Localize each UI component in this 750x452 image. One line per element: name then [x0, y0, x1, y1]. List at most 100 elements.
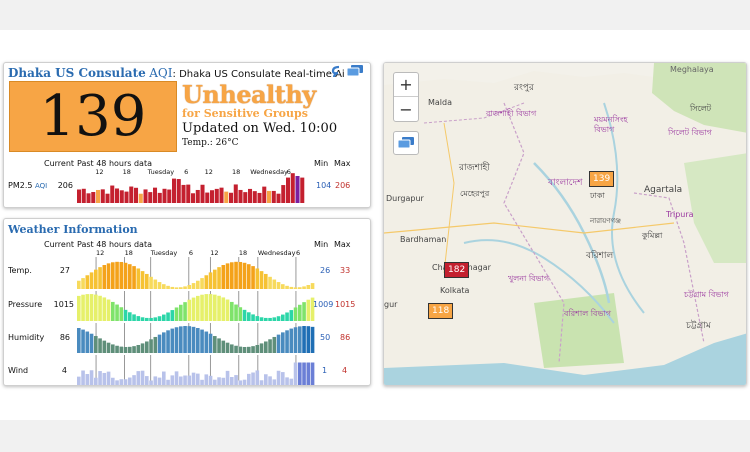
pm25-min: 104 [316, 181, 332, 190]
station-marker-south[interactable]: 118 [428, 303, 454, 319]
bar [179, 287, 183, 289]
temp-sparkline[interactable] [77, 257, 315, 289]
bar [289, 286, 294, 289]
bar [119, 307, 124, 321]
bar [200, 278, 204, 289]
aqi-map[interactable]: Meghalaya Malda রংপুর রাজশাহী বিভাগ ময়ম… [383, 62, 747, 386]
temp-label: Temp. [8, 266, 32, 275]
bar [293, 327, 298, 353]
map-label-chittagong: চট্টগ্রাম [686, 321, 711, 331]
widget-icon[interactable] [347, 65, 364, 77]
bar [162, 371, 166, 385]
station-marker-dhaka[interactable]: 139 [589, 171, 615, 187]
bar [186, 184, 191, 203]
col-past: Past 48 hours data [77, 159, 152, 168]
axis-label: 6 [188, 249, 193, 257]
bar [298, 287, 302, 289]
bar [157, 192, 162, 203]
share-icon[interactable] [331, 65, 341, 78]
pm25-label: PM2.5 AQI [8, 181, 47, 190]
pressure-current: 1015 [53, 300, 74, 309]
map-label-rajshahi-div: রাজশাহী বিভাগ [486, 109, 537, 118]
axis-label: 12 [210, 249, 219, 257]
bar [94, 269, 98, 289]
wind-sparkline[interactable] [77, 355, 315, 385]
bar [124, 191, 129, 203]
bar [310, 283, 315, 289]
bar [247, 264, 251, 289]
bar [234, 375, 238, 385]
bar [229, 192, 234, 203]
station-value: 182 [448, 265, 466, 275]
map-label-comilla: কুমিল্লা [642, 231, 663, 240]
bar [98, 295, 102, 321]
bar [247, 346, 251, 353]
bar [298, 326, 302, 353]
bar [85, 275, 90, 289]
bar [289, 328, 294, 353]
axis-label: 12 [95, 168, 104, 176]
bar [234, 304, 238, 321]
map-border-east [633, 192, 705, 344]
bar [208, 375, 213, 385]
bar [293, 362, 298, 385]
bar [170, 375, 175, 385]
bar [136, 371, 141, 385]
bar [149, 339, 153, 353]
pressure-label: Pressure [8, 300, 43, 309]
bar [285, 330, 289, 353]
zoom-in-button[interactable]: + [394, 73, 418, 97]
layers-button[interactable] [393, 131, 419, 155]
bar [264, 341, 268, 353]
bar [143, 189, 148, 203]
aqi-status: Unhealthy for Sensitive Groups Updated o… [182, 80, 337, 149]
city-title-link[interactable]: Dhaka US Consulate [8, 66, 146, 80]
bar [132, 346, 136, 353]
col-current: Current [44, 159, 75, 168]
map-label-sylhet: সিলেট [690, 104, 712, 113]
bar [157, 377, 162, 385]
layers-icon [397, 137, 414, 149]
bar [310, 326, 315, 353]
axis-label: Wednesday [257, 249, 296, 257]
bar [247, 312, 251, 321]
bar [132, 266, 136, 289]
bar [252, 191, 257, 203]
zoom-out-button[interactable]: − [399, 99, 413, 119]
bar [115, 304, 119, 321]
station-marker-kolkata[interactable]: 182 [444, 262, 470, 278]
pressure-max: 1015 [335, 300, 356, 309]
aqi-value-box: 139 [9, 81, 177, 152]
bar [77, 280, 81, 289]
aqi-level: Unhealthy [182, 80, 316, 109]
pressure-sparkline[interactable] [77, 291, 315, 321]
bar [302, 326, 306, 353]
bar [271, 190, 276, 203]
col-min: Min [314, 159, 329, 168]
bar [98, 267, 102, 289]
bar [268, 317, 272, 321]
bar [119, 190, 124, 203]
aqi-suffix: AQI [149, 66, 173, 80]
pm25-sparkline[interactable] [77, 169, 305, 203]
bar [293, 287, 298, 289]
bar [281, 332, 285, 353]
humidity-sparkline[interactable] [77, 323, 315, 353]
bar [221, 297, 226, 321]
bar [115, 261, 119, 289]
bar [119, 346, 124, 353]
bar [210, 190, 215, 203]
map-label-sylhet-div: সিলেট বিভাগ [668, 128, 712, 137]
bar [138, 193, 143, 203]
bar [100, 189, 105, 203]
bar [187, 299, 192, 321]
bar [208, 272, 213, 289]
bar [213, 269, 217, 289]
bar [128, 264, 132, 289]
bar [219, 187, 224, 203]
bar [81, 294, 85, 321]
bar [255, 316, 260, 321]
bar [217, 377, 221, 385]
bar [272, 336, 277, 353]
bar [162, 188, 167, 203]
